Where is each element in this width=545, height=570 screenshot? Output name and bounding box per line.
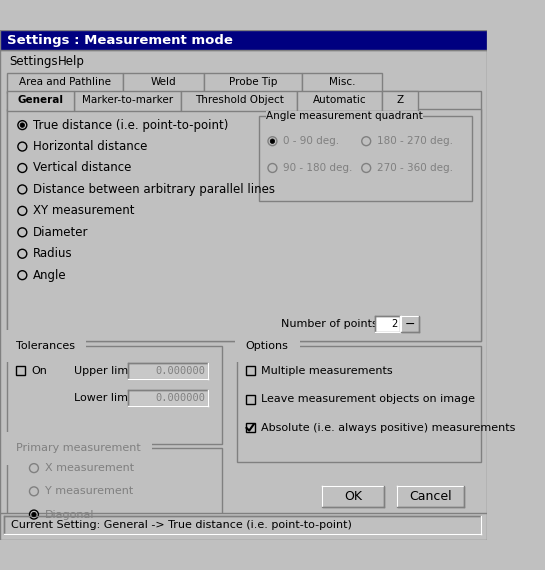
Bar (74, 91, 181, 111)
Text: XY measurement: XY measurement (33, 205, 135, 217)
Text: Leave measurement objects on image: Leave measurement objects on image (261, 394, 475, 404)
Text: Settings : Measurement mode: Settings : Measurement mode (7, 34, 233, 47)
Text: Upper limit:: Upper limit: (74, 366, 140, 376)
Circle shape (18, 142, 27, 151)
Text: OK: OK (344, 490, 362, 503)
Text: 0.000000: 0.000000 (155, 366, 205, 376)
Bar (181, 91, 298, 111)
Bar (237, 346, 481, 462)
Text: Cancel: Cancel (409, 490, 452, 503)
Circle shape (268, 164, 277, 173)
Text: Number of points:: Number of points: (281, 319, 382, 329)
Bar (7, 346, 221, 444)
Circle shape (270, 139, 275, 144)
Circle shape (18, 121, 27, 129)
Text: 180 - 270 deg.: 180 - 270 deg. (377, 136, 453, 146)
Text: Threshold Object: Threshold Object (195, 95, 284, 105)
Text: On: On (31, 366, 47, 376)
Text: 2: 2 (391, 319, 397, 329)
Text: Options: Options (246, 341, 288, 351)
Text: Horizontal distance: Horizontal distance (33, 140, 148, 153)
Bar (322, 486, 384, 507)
Text: 0 - 90 deg.: 0 - 90 deg. (283, 136, 340, 146)
Text: Weld: Weld (150, 78, 176, 87)
Bar (0, 513, 487, 540)
Text: Lower limit:: Lower limit: (74, 393, 140, 402)
Text: Diagonal: Diagonal (45, 510, 94, 519)
Bar (246, 367, 255, 375)
Bar (16, 367, 25, 375)
Circle shape (18, 271, 27, 280)
Circle shape (29, 510, 38, 519)
Circle shape (18, 164, 27, 173)
Text: Current Setting: General -> True distance (i.e. point-to-point): Current Setting: General -> True distanc… (11, 520, 352, 530)
Text: Z: Z (397, 95, 404, 105)
Text: Tolerances: Tolerances (16, 341, 75, 351)
Text: General: General (17, 95, 64, 105)
Text: Angle measurement quadrant: Angle measurement quadrant (266, 111, 423, 121)
Circle shape (362, 164, 371, 173)
Bar (7, 91, 481, 341)
Text: Misc.: Misc. (329, 78, 355, 87)
Text: Vertical distance: Vertical distance (33, 161, 131, 174)
Text: X measurement: X measurement (45, 463, 134, 473)
Bar (7, 449, 221, 547)
Text: Primary measurement: Primary measurement (16, 443, 141, 454)
Bar (302, 74, 382, 93)
Circle shape (29, 463, 38, 473)
Bar (7, 109, 481, 341)
Bar (397, 486, 464, 507)
Circle shape (18, 249, 27, 258)
Bar (7, 91, 74, 111)
Text: Distance between arbitrary parallel lines: Distance between arbitrary parallel line… (33, 183, 275, 196)
Bar (401, 316, 419, 332)
Bar (128, 363, 208, 379)
Circle shape (268, 137, 277, 146)
Bar (382, 91, 418, 111)
Text: Multiple measurements: Multiple measurements (261, 366, 392, 376)
Circle shape (18, 206, 27, 215)
Bar (0, 30, 487, 50)
Text: 90 - 180 deg.: 90 - 180 deg. (283, 163, 353, 173)
Circle shape (32, 512, 36, 517)
Text: Settings: Settings (9, 55, 58, 68)
Bar (128, 389, 208, 406)
Circle shape (18, 185, 27, 194)
Text: Probe Tip: Probe Tip (228, 78, 277, 87)
Circle shape (20, 123, 25, 127)
Bar (123, 74, 204, 93)
Text: Marker-to-marker: Marker-to-marker (82, 95, 173, 105)
Text: Absolute (i.e. always positive) measurements: Absolute (i.e. always positive) measurem… (261, 423, 515, 433)
Text: −: − (405, 318, 415, 331)
Circle shape (362, 137, 371, 146)
Text: True distance (i.e. point-to-point): True distance (i.e. point-to-point) (33, 119, 228, 132)
Text: Diameter: Diameter (33, 226, 88, 239)
Text: Automatic: Automatic (313, 95, 367, 105)
Bar (204, 74, 302, 93)
Text: 0.000000: 0.000000 (155, 393, 205, 402)
Bar (246, 424, 255, 433)
Bar (4, 516, 481, 534)
Bar (298, 91, 382, 111)
Bar (375, 316, 400, 332)
Bar (246, 395, 255, 404)
Bar (7, 74, 123, 93)
Text: Area and Pathline: Area and Pathline (19, 78, 111, 87)
Text: 270 - 360 deg.: 270 - 360 deg. (377, 163, 453, 173)
Text: Angle: Angle (33, 268, 66, 282)
Text: Radius: Radius (33, 247, 72, 260)
Bar (259, 116, 471, 201)
Circle shape (29, 487, 38, 496)
Circle shape (18, 228, 27, 237)
Text: Help: Help (58, 55, 85, 68)
Text: Y measurement: Y measurement (45, 486, 133, 496)
